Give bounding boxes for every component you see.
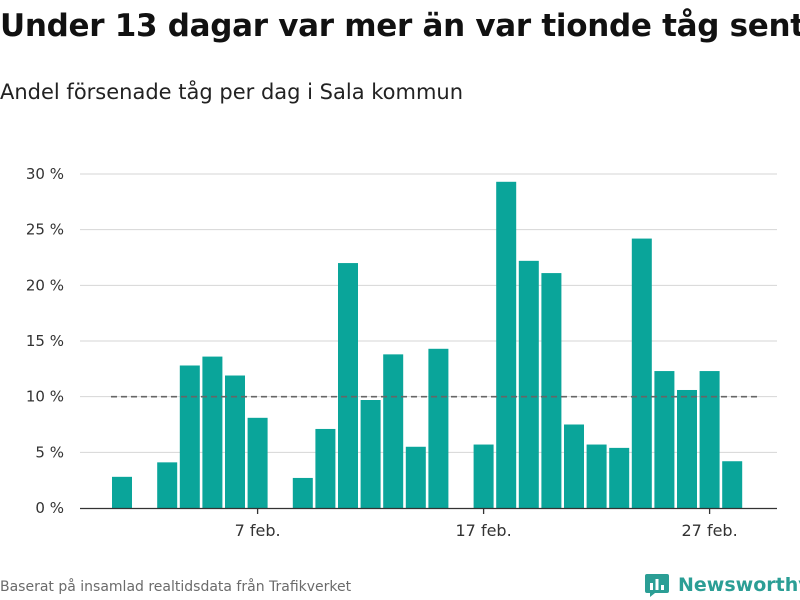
x-tick-label: 27 feb.	[682, 521, 738, 540]
bar	[609, 447, 630, 508]
y-tick-label: 15 %	[26, 332, 64, 350]
bar	[677, 389, 697, 508]
bar	[225, 375, 245, 508]
y-tick-label: 20 %	[26, 276, 64, 294]
bar-chart-bubble-icon	[645, 574, 669, 597]
x-tick-label: 17 feb.	[456, 521, 512, 540]
bar	[631, 238, 652, 508]
bar	[428, 348, 449, 508]
bar	[179, 365, 200, 508]
bar	[586, 444, 607, 508]
brand-name: Newsworthy	[678, 574, 800, 596]
x-axis-tick-labels: 7 feb. 17 feb. 27 feb.	[235, 508, 738, 540]
bars	[112, 181, 743, 508]
bar	[473, 444, 494, 508]
y-tick-label: 0 %	[35, 499, 64, 517]
bar	[338, 263, 358, 508]
bar	[654, 371, 675, 508]
bar	[360, 400, 381, 508]
source-note: Baserat på insamlad realtidsdata från Tr…	[0, 579, 352, 595]
bar-chart: 0 % 5 % 10 % 15 % 20 % 25 % 30 % 7 feb. 17 feb.…	[26, 165, 777, 540]
bar	[383, 354, 404, 508]
x-tick-label: 7 feb.	[235, 521, 281, 540]
bar	[496, 181, 517, 508]
bar	[315, 428, 336, 508]
bar	[202, 356, 223, 508]
bar	[699, 371, 720, 508]
bar	[722, 461, 743, 508]
brand-logo[interactable]: Newsworthy	[644, 570, 800, 600]
y-tick-label: 25 %	[26, 221, 64, 239]
y-tick-label: 5 %	[35, 443, 64, 461]
bar	[518, 260, 539, 508]
bar	[112, 476, 132, 508]
bar	[247, 417, 268, 508]
chart-subtitle: Andel försenade tåg per dag i Sala kommu…	[0, 80, 464, 104]
bar	[405, 446, 426, 508]
bar	[541, 273, 562, 508]
y-axis-tick-labels: 0 % 5 % 10 % 15 % 20 % 25 % 30 %	[26, 165, 64, 517]
bar	[157, 462, 178, 508]
y-tick-label: 30 %	[26, 165, 64, 183]
bar	[564, 424, 584, 508]
bar	[292, 477, 313, 508]
chart-title: Under 13 dagar var mer än var tionde tåg…	[0, 8, 800, 44]
y-tick-label: 10 %	[26, 388, 64, 406]
